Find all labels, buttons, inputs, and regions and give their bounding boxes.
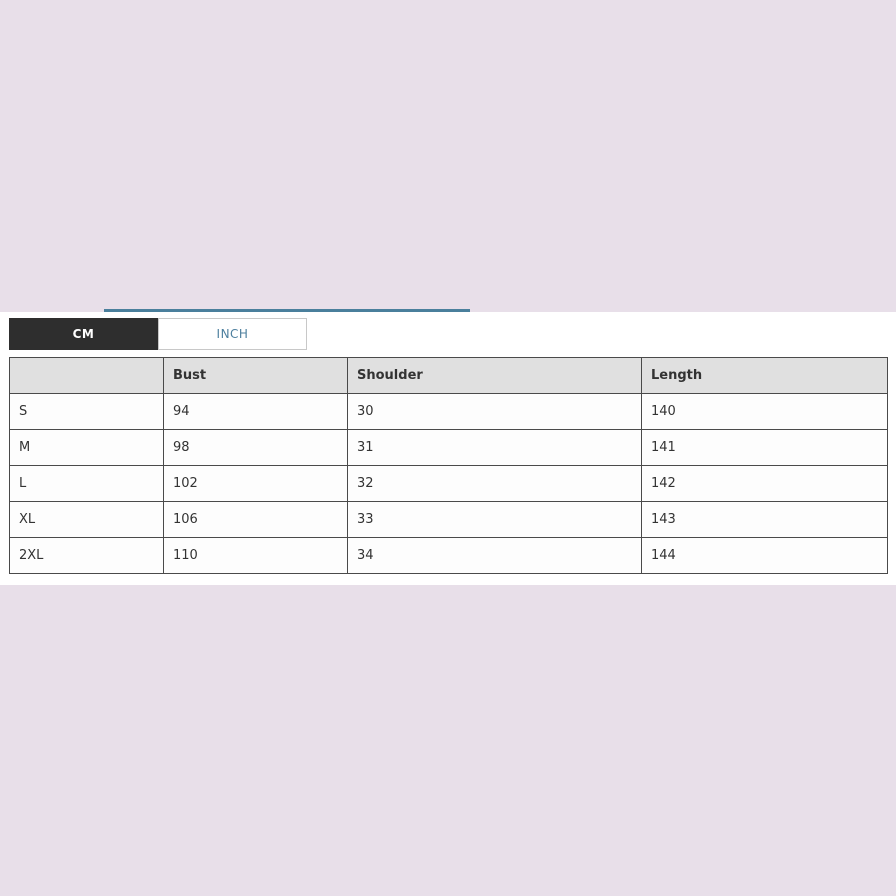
unit-toggle: CM INCH xyxy=(9,318,307,350)
shoulder-value: 30 xyxy=(347,393,642,430)
bust-value: 106 xyxy=(163,501,348,538)
table-row: XL 106 33 143 xyxy=(9,501,888,538)
column-header-length: Length xyxy=(641,357,888,394)
column-header-shoulder: Shoulder xyxy=(347,357,642,394)
active-section-underline xyxy=(104,309,470,312)
bust-value: 110 xyxy=(163,537,348,574)
table-row: L 102 32 142 xyxy=(9,465,888,502)
column-header-bust: Bust xyxy=(163,357,348,394)
size-label: XL xyxy=(9,501,164,538)
shoulder-value: 34 xyxy=(347,537,642,574)
column-header-size xyxy=(9,357,164,394)
table-row: 2XL 110 34 144 xyxy=(9,537,888,574)
bust-value: 94 xyxy=(163,393,348,430)
size-chart-table: Bust Shoulder Length S 94 30 140 M 98 31… xyxy=(9,357,888,574)
length-value: 140 xyxy=(641,393,888,430)
size-label: 2XL xyxy=(9,537,164,574)
size-label: M xyxy=(9,429,164,466)
table-row: S 94 30 140 xyxy=(9,393,888,430)
shoulder-value: 33 xyxy=(347,501,642,538)
shoulder-value: 32 xyxy=(347,465,642,502)
length-value: 143 xyxy=(641,501,888,538)
bust-value: 98 xyxy=(163,429,348,466)
table-header-row: Bust Shoulder Length xyxy=(9,357,888,394)
tab-inch[interactable]: INCH xyxy=(158,318,307,350)
length-value: 141 xyxy=(641,429,888,466)
bust-value: 102 xyxy=(163,465,348,502)
length-value: 142 xyxy=(641,465,888,502)
size-label: L xyxy=(9,465,164,502)
length-value: 144 xyxy=(641,537,888,574)
tab-cm[interactable]: CM xyxy=(9,318,158,350)
table-row: M 98 31 141 xyxy=(9,429,888,466)
size-label: S xyxy=(9,393,164,430)
shoulder-value: 31 xyxy=(347,429,642,466)
